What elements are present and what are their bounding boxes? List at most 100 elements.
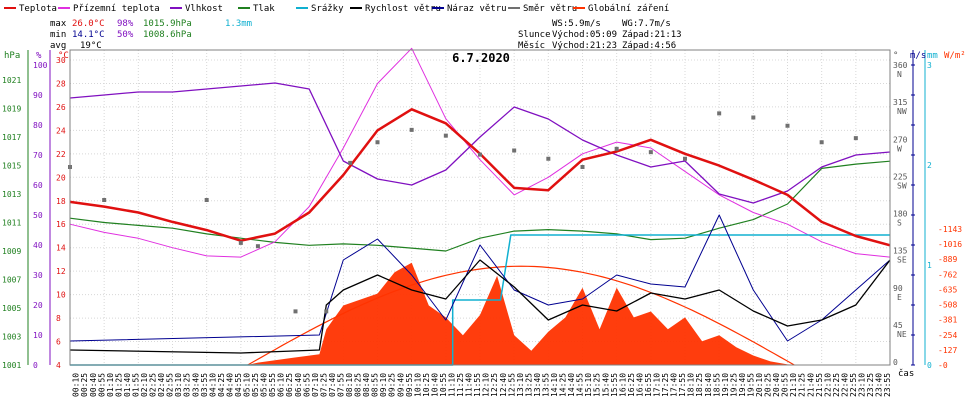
x-tick-label: 08:10 <box>345 373 354 397</box>
hpa-tick-label: 1019 <box>2 105 21 114</box>
dir-tick-label: 0 <box>893 358 898 367</box>
dir-tick-label: 225 <box>893 172 908 181</box>
x-tick-label: 09:40 <box>396 373 405 397</box>
x-tick-label: 10:10 <box>413 373 422 397</box>
x-tick-label: 10:40 <box>430 373 439 397</box>
legend-label: Globální záření <box>588 4 669 14</box>
rad-tick-label: -635 <box>938 285 957 294</box>
min-temp: 14.1°C <box>72 30 105 40</box>
pct-tick-label: 80 <box>33 121 43 130</box>
pct-tick-label: 70 <box>33 151 43 160</box>
dir-compass-label: SE <box>897 256 907 265</box>
x-tick-label: 19:55 <box>746 373 755 397</box>
x-tick-label: 07:10 <box>311 373 320 397</box>
dir-tick-label: 45 <box>893 321 903 330</box>
hpa-tick-label: 1017 <box>2 133 21 142</box>
left-axes: 1021101910171015101310111009100710051003… <box>2 50 66 370</box>
temp-tick-label: 10 <box>56 291 66 300</box>
pct-tick-label: 40 <box>33 241 43 250</box>
hpa-tick-label: 1001 <box>2 361 21 370</box>
rain-total: 1.3mm <box>225 19 252 29</box>
hpa-tick-label: 1009 <box>2 247 21 256</box>
sun-set: Západ:21:13 <box>622 30 682 40</box>
x-tick-label: 04:55 <box>234 373 243 397</box>
unit-temp: °C <box>58 51 69 61</box>
pct-tick-label: 90 <box>33 91 43 100</box>
x-tick-label: 23:25 <box>866 373 875 397</box>
series-layer <box>68 47 891 366</box>
pct-tick-label: 30 <box>33 271 43 280</box>
dir-tick-label: 90 <box>893 284 903 293</box>
x-tick-label: 12:55 <box>507 373 516 397</box>
wind-gust-now: WG:7.7m/s <box>622 19 671 29</box>
x-tick-label: 05:40 <box>260 373 269 397</box>
unit-wind: m/s <box>910 51 926 61</box>
x-tick-label: 18:10 <box>687 373 696 397</box>
rad-tick-label: -0 <box>938 361 948 370</box>
dir-compass-label: E <box>897 293 902 302</box>
x-tick-label: 14:55 <box>576 373 585 397</box>
rain-tick-label: 3 <box>927 61 932 70</box>
x-tick-label: 13:25 <box>524 373 533 397</box>
x-tick-label: 06:40 <box>294 373 303 397</box>
x-tick-label: 11:10 <box>448 373 457 397</box>
wind-direction-point <box>614 146 619 151</box>
x-tick-label: 23:10 <box>858 373 867 397</box>
dir-tick-label: 180 <box>893 210 908 219</box>
x-tick-label: 13:10 <box>516 373 525 397</box>
x-tick-label: 14:10 <box>550 373 559 397</box>
x-tick-label: 10:55 <box>439 373 448 397</box>
x-tick-label: 05:10 <box>243 373 252 397</box>
wind-direction-point <box>853 136 858 141</box>
wind-speed-line <box>69 259 891 354</box>
pct-tick-label: 20 <box>33 301 43 310</box>
wind-direction-point <box>512 148 517 153</box>
x-tick-label: 14:25 <box>559 373 568 397</box>
x-tick-label: 12:40 <box>499 373 508 397</box>
x-tick-label: 03:40 <box>191 373 200 397</box>
moon-label: Měsíc <box>518 41 545 51</box>
temp-tick-label: 18 <box>56 197 66 206</box>
humidity-line <box>69 82 891 204</box>
dir-compass-label: NE <box>897 330 907 339</box>
temp-tick-label: 30 <box>56 56 66 65</box>
wind-direction-point <box>683 156 687 161</box>
x-tick-label: 15:10 <box>584 373 593 397</box>
x-tick-label: 01:55 <box>131 373 140 397</box>
legend: Teplota Přízemní teplota Vlhkost Tlak Srážky… <box>4 4 669 14</box>
x-tick-label: 11:55 <box>473 373 482 397</box>
wind-direction-point <box>785 123 790 128</box>
pct-tick-label: 60 <box>33 181 43 190</box>
x-tick-label: 15:40 <box>601 373 610 397</box>
max-hum: 98% <box>117 19 134 29</box>
ground-temperature-line <box>69 47 891 258</box>
unit-time: čas <box>898 368 914 379</box>
x-tick-label: 00:55 <box>97 373 106 397</box>
radiation-clearsky-line <box>247 265 795 366</box>
x-tick-label: 22:25 <box>832 373 841 397</box>
hpa-tick-label: 1003 <box>2 333 21 342</box>
x-tick-label: 00:40 <box>89 373 98 397</box>
min-hum: 50% <box>117 30 134 40</box>
x-tick-label: 20:55 <box>781 373 790 397</box>
x-tick-label: 11:40 <box>465 373 474 397</box>
rad-tick-label: -762 <box>938 270 957 279</box>
info-block: WS:5.9m/s WG:7.7m/s Slunce Východ:05:09 … <box>518 19 682 51</box>
x-axis: 00:10 00:25 00:40 00:55 01:10 01:25 01:40 01:55… <box>72 373 892 397</box>
hpa-tick-label: 1013 <box>2 190 21 199</box>
temp-tick-label: 6 <box>56 338 61 347</box>
x-tick-label: 16:40 <box>635 373 644 397</box>
x-tick-label: 08:55 <box>371 373 380 397</box>
x-tick-label: 23:55 <box>883 373 892 397</box>
chart-title: 6.7.2020 <box>452 51 510 65</box>
x-tick-label: 02:25 <box>149 373 158 397</box>
min-label: min <box>50 30 66 40</box>
x-tick-label: 21:55 <box>815 373 824 397</box>
x-tick-label: 20:25 <box>764 373 773 397</box>
wind-direction-point <box>324 309 329 314</box>
hpa-tick-label: 1011 <box>2 219 21 228</box>
wind-gust-line <box>69 214 891 342</box>
x-tick-label: 08:25 <box>354 373 363 397</box>
max-press: 1015.9hPa <box>143 19 192 29</box>
